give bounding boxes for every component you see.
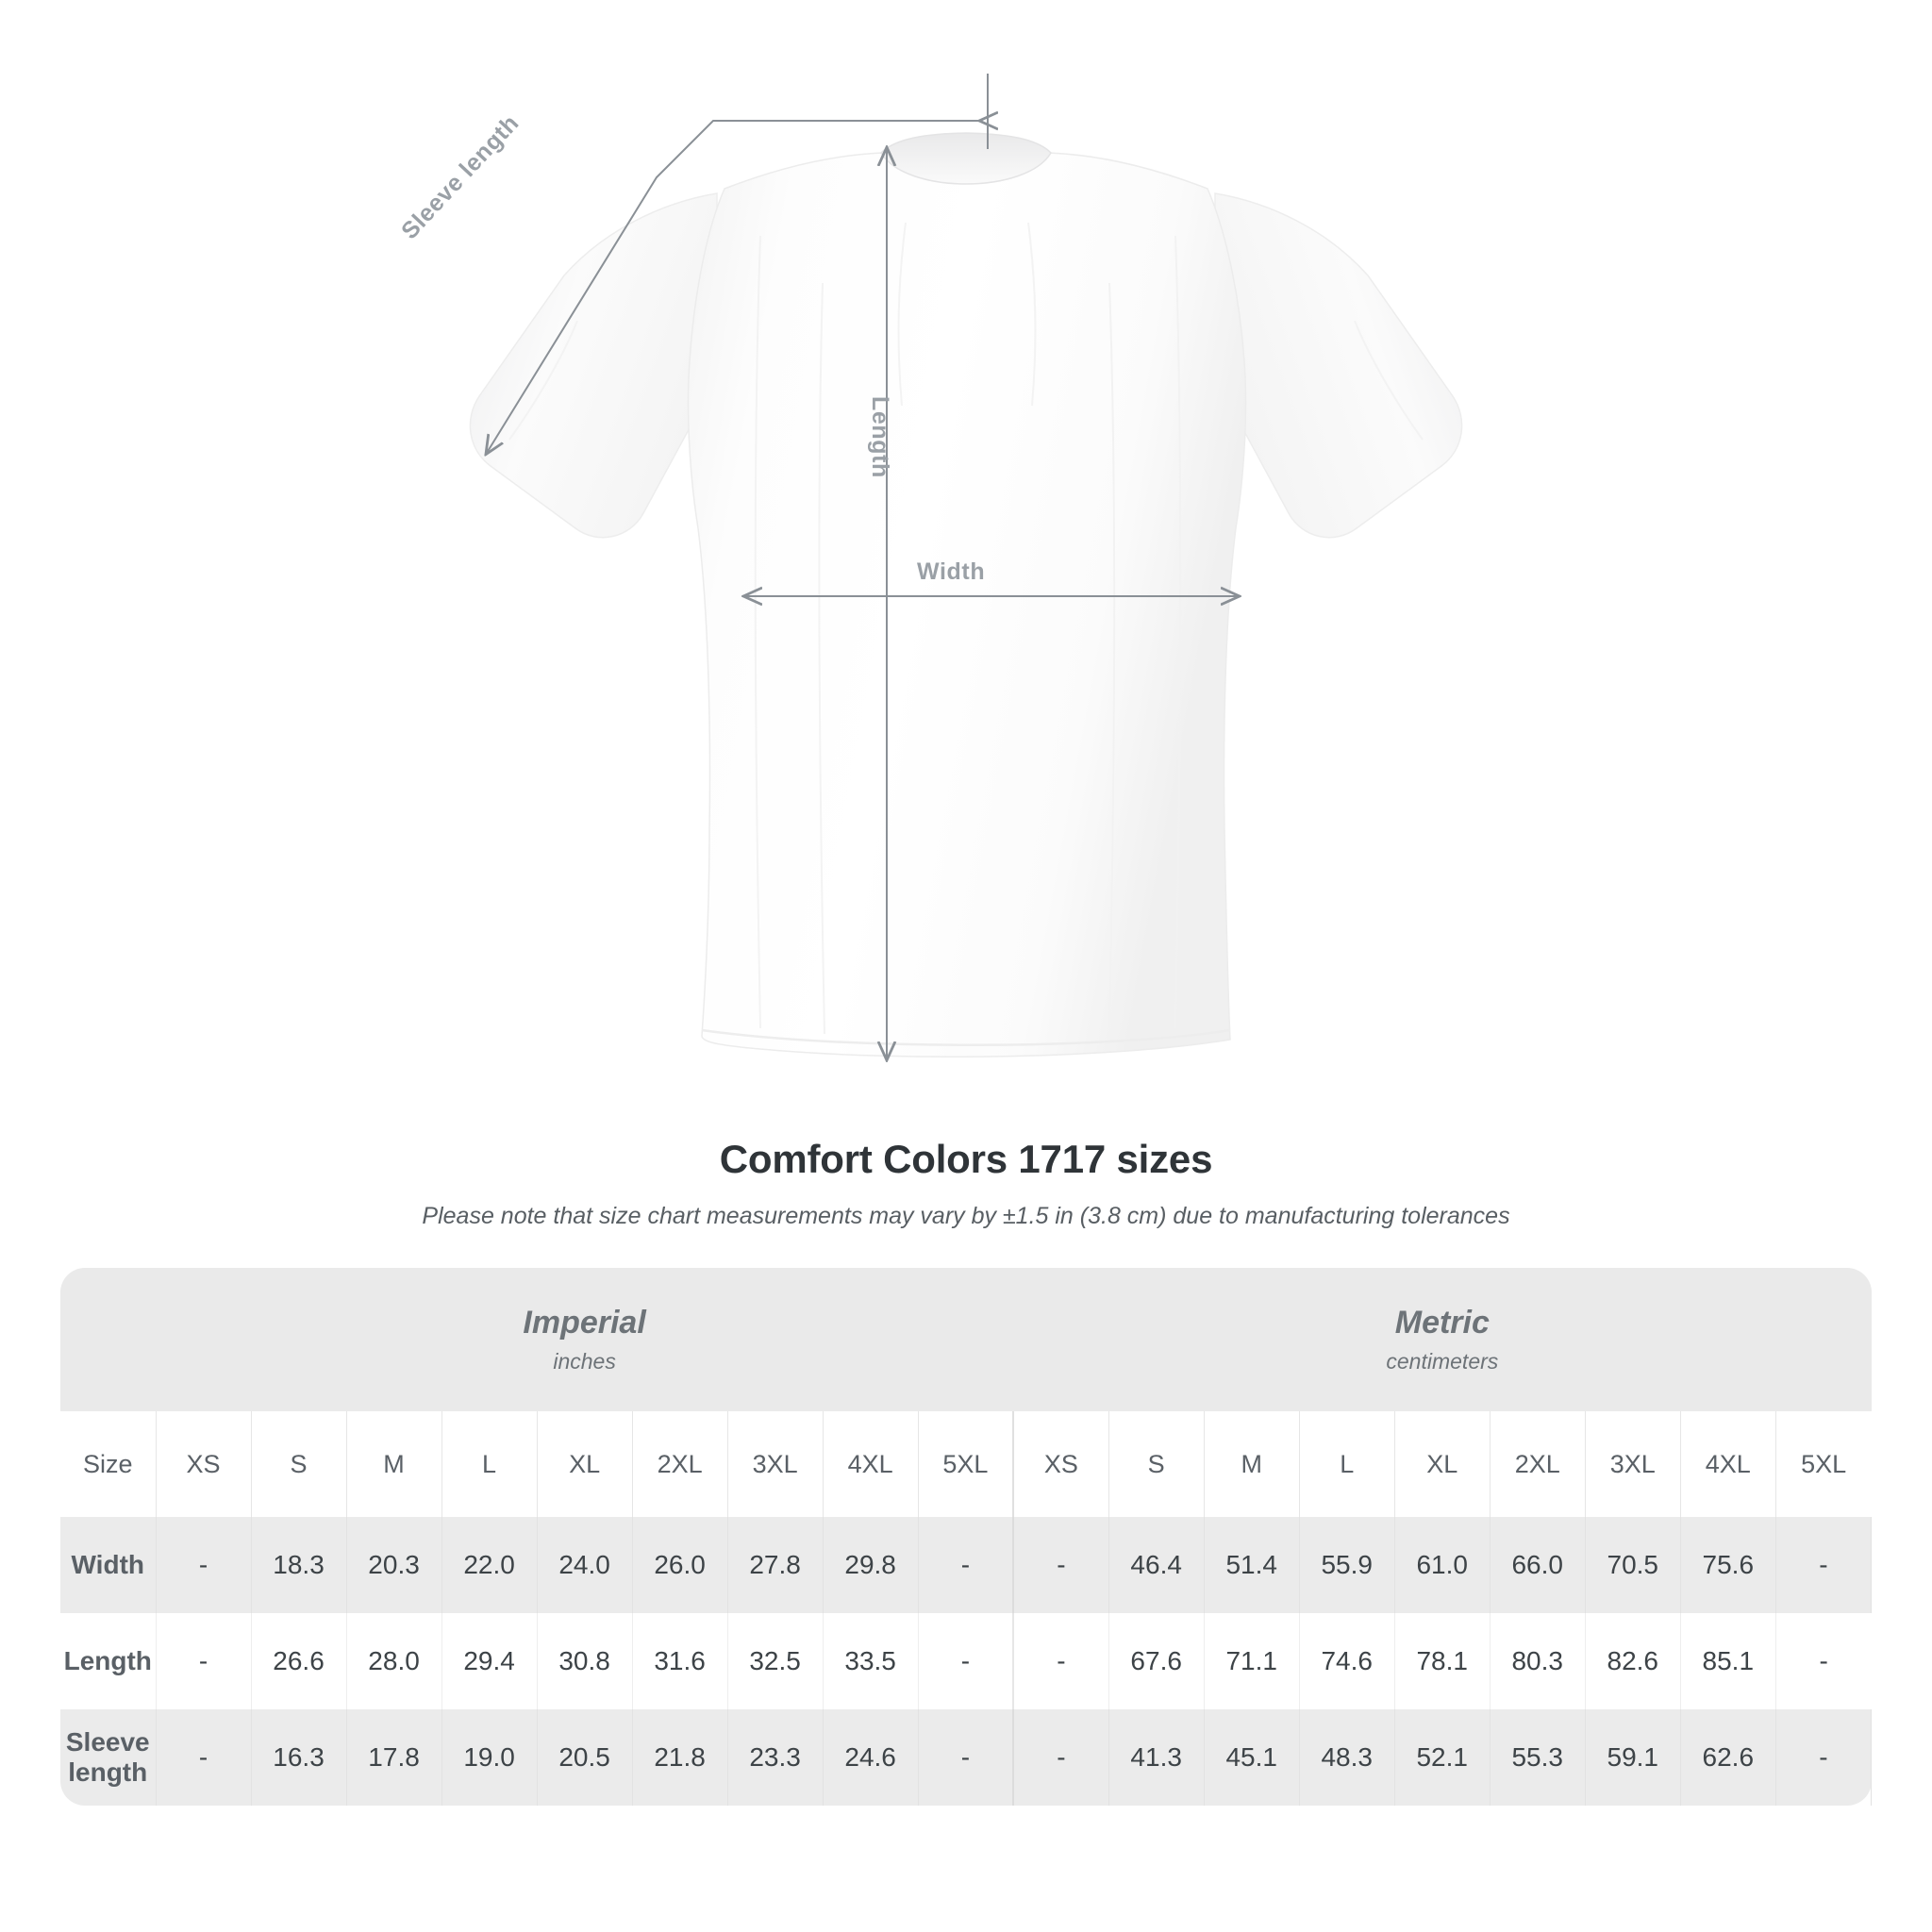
unit-metric-cell: Metric centimeters bbox=[1013, 1268, 1872, 1411]
cell-sleeve-metric-2xl: 55.3 bbox=[1490, 1709, 1586, 1806]
header-size-label: Size bbox=[60, 1411, 157, 1517]
header-metric-m: M bbox=[1204, 1411, 1300, 1517]
cell-length-imperial-xl: 30.8 bbox=[537, 1613, 633, 1709]
unit-metric-name: Metric bbox=[1394, 1304, 1490, 1341]
cell-sleeve-imperial-3xl: 23.3 bbox=[727, 1709, 824, 1806]
size-table-container: Imperial inches Metric centimeters Size … bbox=[60, 1268, 1873, 1806]
cell-width-metric-5xl: - bbox=[1775, 1517, 1873, 1613]
cell-length-imperial-5xl: - bbox=[918, 1613, 1015, 1709]
cell-sleeve-imperial-m: 17.8 bbox=[346, 1709, 442, 1806]
cell-sleeve-metric-3xl: 59.1 bbox=[1585, 1709, 1681, 1806]
width-label: Width bbox=[917, 558, 986, 585]
header-metric-l: L bbox=[1299, 1411, 1395, 1517]
header-imperial-l: L bbox=[441, 1411, 538, 1517]
cell-length-imperial-4xl: 33.5 bbox=[823, 1613, 919, 1709]
cell-length-imperial-xs: - bbox=[156, 1613, 252, 1709]
cell-sleeve-imperial-4xl: 24.6 bbox=[823, 1709, 919, 1806]
measurement-lines bbox=[487, 74, 1238, 1058]
tshirt-diagram: Sleeve length Length Width bbox=[396, 74, 1463, 1113]
cell-length-imperial-3xl: 32.5 bbox=[727, 1613, 824, 1709]
cell-sleeve-metric-l: 48.3 bbox=[1299, 1709, 1395, 1806]
header-imperial-4xl: 4XL bbox=[823, 1411, 919, 1517]
unit-metric-sub: centimeters bbox=[1386, 1349, 1499, 1374]
size-table: Imperial inches Metric centimeters Size … bbox=[60, 1268, 1873, 1806]
cell-length-metric-s: 67.6 bbox=[1108, 1613, 1205, 1709]
cell-length-imperial-s: 26.6 bbox=[251, 1613, 347, 1709]
cell-width-imperial-xs: - bbox=[156, 1517, 252, 1613]
unit-imperial-cell: Imperial inches bbox=[156, 1268, 1014, 1411]
page-title: Comfort Colors 1717 sizes bbox=[719, 1137, 1213, 1181]
cell-width-metric-xs: - bbox=[1013, 1517, 1109, 1613]
cell-width-imperial-s: 18.3 bbox=[251, 1517, 347, 1613]
cell-width-imperial-l: 22.0 bbox=[441, 1517, 538, 1613]
cell-width-imperial-m: 20.3 bbox=[346, 1517, 442, 1613]
cell-width-imperial-4xl: 29.8 bbox=[823, 1517, 919, 1613]
header-imperial-3xl: 3XL bbox=[727, 1411, 824, 1517]
cell-sleeve-metric-s: 41.3 bbox=[1108, 1709, 1205, 1806]
table-row: Width - 18.3 20.3 22.0 24.0 26.0 27.8 29… bbox=[60, 1517, 1873, 1613]
cell-sleeve-metric-5xl: - bbox=[1775, 1709, 1873, 1806]
row-label-width: Width bbox=[60, 1517, 157, 1613]
cell-sleeve-imperial-xl: 20.5 bbox=[537, 1709, 633, 1806]
chart-heading: Comfort Colors 1717 sizes Please note th… bbox=[0, 1137, 1932, 1230]
unit-imperial-sub: inches bbox=[553, 1349, 616, 1374]
row-label-sleeve-length: Sleeve length bbox=[60, 1709, 157, 1806]
header-imperial-5xl: 5XL bbox=[918, 1411, 1015, 1517]
cell-length-metric-l: 74.6 bbox=[1299, 1613, 1395, 1709]
cell-length-imperial-l: 29.4 bbox=[441, 1613, 538, 1709]
tolerance-note: Please note that size chart measurements… bbox=[422, 1203, 1510, 1229]
cell-width-metric-3xl: 70.5 bbox=[1585, 1517, 1681, 1613]
unit-imperial-name: Imperial bbox=[523, 1304, 646, 1341]
unit-spacer-cell bbox=[60, 1268, 157, 1411]
header-imperial-s: S bbox=[251, 1411, 347, 1517]
header-imperial-xs: XS bbox=[156, 1411, 252, 1517]
header-metric-xl: XL bbox=[1394, 1411, 1491, 1517]
cell-length-metric-2xl: 80.3 bbox=[1490, 1613, 1586, 1709]
tshirt-shape bbox=[469, 132, 1463, 1058]
cell-width-imperial-3xl: 27.8 bbox=[727, 1517, 824, 1613]
cell-width-imperial-5xl: - bbox=[918, 1517, 1015, 1613]
cell-sleeve-metric-xs: - bbox=[1013, 1709, 1109, 1806]
header-imperial-2xl: 2XL bbox=[632, 1411, 728, 1517]
cell-sleeve-imperial-xs: - bbox=[156, 1709, 252, 1806]
table-row: Sleeve length - 16.3 17.8 19.0 20.5 21.8… bbox=[60, 1709, 1873, 1806]
header-metric-3xl: 3XL bbox=[1585, 1411, 1681, 1517]
cell-width-metric-2xl: 66.0 bbox=[1490, 1517, 1586, 1613]
table-row: Length - 26.6 28.0 29.4 30.8 31.6 32.5 3… bbox=[60, 1613, 1872, 1709]
row-label-length: Length bbox=[60, 1613, 157, 1709]
cell-length-metric-m: 71.1 bbox=[1204, 1613, 1300, 1709]
header-imperial-m: M bbox=[346, 1411, 442, 1517]
header-metric-s: S bbox=[1108, 1411, 1205, 1517]
unit-banner-row: Imperial inches Metric centimeters bbox=[60, 1268, 1872, 1411]
cell-width-metric-4xl: 75.6 bbox=[1680, 1517, 1776, 1613]
cell-sleeve-metric-xl: 52.1 bbox=[1394, 1709, 1491, 1806]
cell-sleeve-metric-4xl: 62.6 bbox=[1680, 1709, 1776, 1806]
cell-length-metric-3xl: 82.6 bbox=[1585, 1613, 1681, 1709]
cell-sleeve-metric-m: 45.1 bbox=[1204, 1709, 1300, 1806]
cell-length-metric-xl: 78.1 bbox=[1394, 1613, 1491, 1709]
cell-width-imperial-xl: 24.0 bbox=[537, 1517, 633, 1613]
cell-width-metric-l: 55.9 bbox=[1299, 1517, 1395, 1613]
cell-width-metric-xl: 61.0 bbox=[1394, 1517, 1491, 1613]
cell-sleeve-imperial-l: 19.0 bbox=[441, 1709, 538, 1806]
cell-sleeve-imperial-s: 16.3 bbox=[251, 1709, 347, 1806]
length-label: Length bbox=[867, 396, 893, 478]
cell-length-metric-4xl: 85.1 bbox=[1680, 1613, 1776, 1709]
cell-sleeve-imperial-5xl: - bbox=[918, 1709, 1015, 1806]
header-metric-xs: XS bbox=[1013, 1411, 1109, 1517]
cell-length-imperial-m: 28.0 bbox=[346, 1613, 442, 1709]
cell-sleeve-imperial-2xl: 21.8 bbox=[632, 1709, 728, 1806]
header-imperial-xl: XL bbox=[537, 1411, 633, 1517]
size-header-row: Size XS S M L XL 2XL 3XL 4XL 5XL XS S M … bbox=[60, 1411, 1872, 1517]
cell-length-metric-xs: - bbox=[1013, 1613, 1109, 1709]
cell-width-metric-s: 46.4 bbox=[1108, 1517, 1205, 1613]
cell-length-imperial-2xl: 31.6 bbox=[632, 1613, 728, 1709]
header-metric-2xl: 2XL bbox=[1490, 1411, 1586, 1517]
cell-width-metric-m: 51.4 bbox=[1204, 1517, 1300, 1613]
cell-length-metric-5xl: - bbox=[1775, 1613, 1872, 1709]
header-metric-5xl: 5XL bbox=[1775, 1411, 1872, 1517]
header-metric-4xl: 4XL bbox=[1680, 1411, 1776, 1517]
cell-width-imperial-2xl: 26.0 bbox=[632, 1517, 728, 1613]
